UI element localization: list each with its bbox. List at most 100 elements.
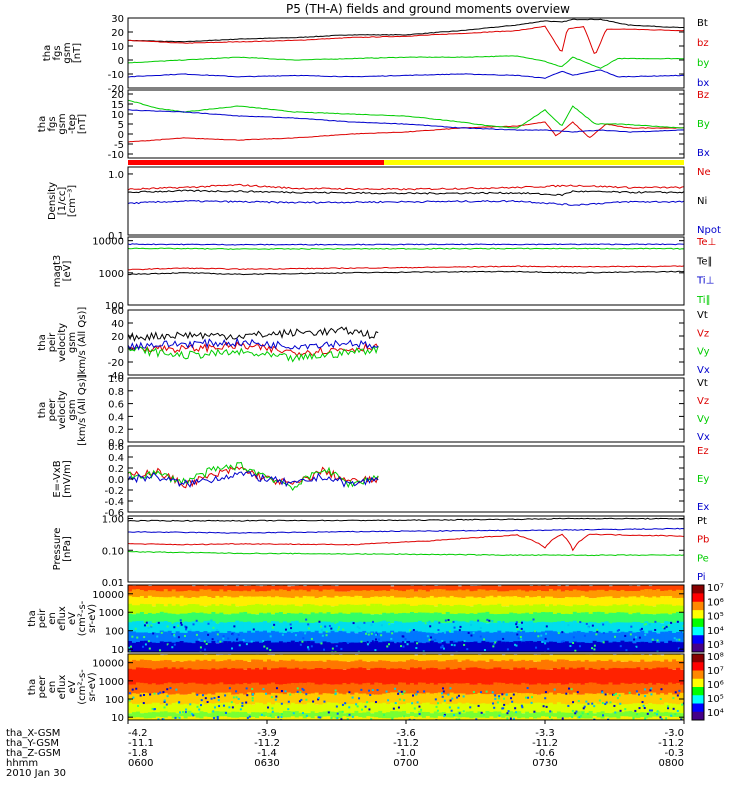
y-axis-label: E=-VxB[mV/m] (52, 460, 73, 498)
y-tick-label: 0 (118, 56, 124, 67)
y-tick-label: -10 (108, 70, 124, 81)
legend-pressure: Pt Pb Pe Pi (697, 516, 709, 583)
y-tick-label: 20 (111, 28, 124, 39)
y-tick-label: -10 (108, 150, 124, 161)
y-axis-label: thapeirvelocitygsm[km/s (All Qs)] (37, 307, 88, 379)
panel-frame (127, 377, 685, 443)
legend-label: Pe (697, 553, 709, 564)
y-tick-label: -0.6 (104, 508, 124, 519)
panel-frame (127, 17, 685, 89)
y-axis-label: magt3[eV] (52, 255, 73, 288)
legend-label: Vt (697, 378, 708, 389)
series-line-Bt (128, 18, 684, 43)
series-line-bz (128, 25, 684, 54)
y-tick-label: 0.2 (108, 425, 124, 436)
panel-frame (127, 515, 685, 583)
y-tick-label: -20 (108, 358, 124, 369)
y-tick-label: 1.00 (102, 515, 124, 526)
colorbar-peer_spectrogram: 10⁸ 10⁷ 10⁶ 10⁵ 10⁴ (691, 652, 724, 721)
y-axis-label: thapeervelocitygsm[km/s (All Qs)] (37, 374, 88, 446)
legend-label: Npot (697, 225, 721, 236)
colorbar-label: 10⁶ (707, 680, 724, 691)
x-tick-x: -4.2 (128, 728, 148, 739)
y-tick-label: 0.6 (108, 442, 124, 453)
x-tick-y: -11.2 (532, 738, 558, 749)
legend-label: Bt (697, 18, 708, 29)
legend-label: Ey (697, 474, 709, 485)
legend-density: Ne Ni Npot (697, 167, 721, 236)
y-tick-label: 5 (118, 120, 124, 131)
y-tick-label: 10000 (92, 590, 124, 601)
y-tick-label: 0.4 (108, 412, 124, 423)
series-line-Ni (128, 189, 684, 197)
x-tick-x: -3.9 (257, 728, 277, 739)
legend-label: Bx (697, 148, 710, 159)
y-tick-label: 1000 (99, 608, 124, 619)
y-tick-label: 0.01 (102, 578, 124, 589)
y-tick-label: 10 (111, 110, 124, 121)
legend-label: By (697, 119, 710, 130)
y-tick-label: 20 (111, 332, 124, 343)
y-tick-label: 0 (118, 130, 124, 141)
legend-label: Ne (697, 167, 711, 178)
y-tick-label: 15 (111, 100, 124, 111)
y-axis-label: thapeerenefluxeV(cm²-s-sr-eV) (27, 669, 98, 705)
x-tick-z: -1.4 (257, 748, 277, 759)
colorbar-label: 10⁵ (707, 612, 724, 623)
y-tick-label: 0.0 (108, 438, 124, 449)
panel-frame (127, 166, 685, 236)
colorbar-label: 10⁸ (707, 652, 724, 663)
x-tick-x: -3.6 (396, 728, 416, 739)
series-line-bx (128, 69, 684, 79)
legend-label: Vx (697, 365, 710, 376)
panel-efield: Ez Ey Ex 0.60.40.20.0-0.2-0.4-0.6 E=-VxB[mV/… (52, 442, 709, 519)
x-tick-hhmm: 0700 (393, 758, 418, 769)
y-axis-label: thafgsgsm-tep[nT] (37, 113, 88, 134)
legend-label: Ex (697, 502, 709, 513)
legend-label: Ti∥ (696, 295, 711, 306)
colorbar-label: 10⁵ (707, 694, 724, 705)
y-tick-label: 60 (111, 306, 124, 317)
x-tick-hhmm: 0800 (659, 758, 684, 769)
panel-peir_velocity: Vt Vz Vy Vx 60 40 20 0 -20 -40 thapeirvelocitygsm[… (37, 306, 710, 382)
legend-label: Pi (697, 572, 706, 583)
series-line-Ne (128, 183, 684, 191)
y-tick-label: 20 (111, 90, 124, 101)
series-line-Vz (128, 341, 379, 357)
mode-bar-yellow (384, 160, 684, 165)
series-line-Pt (128, 517, 684, 522)
panel-fgs_gsm: Bt bz by bx 30 20 10 0 -10 -20 thafgsgsm[nT] (42, 14, 709, 95)
y-tick-label: 1.0 (108, 170, 124, 181)
mode-bar-red (128, 160, 384, 165)
x-row-label: tha_Y-GSM (6, 738, 59, 749)
y-tick-label: 10 (111, 713, 124, 724)
series-line-Ti⊥ (128, 243, 684, 246)
legend-label: bz (697, 38, 709, 49)
y-axis-label: thapeirenefluxeV(cm²-s-sr-eV) (27, 600, 98, 636)
legend-label: Vt (697, 310, 708, 321)
x-tick-hhmm: 0730 (532, 758, 557, 769)
y-tick-label: -40 (108, 371, 124, 382)
series-line-Vt (128, 326, 379, 343)
x-tick-y: -11.2 (254, 738, 280, 749)
legend-label: Vz (697, 328, 709, 339)
series-line-Pe (128, 550, 684, 557)
colorbar-label: 10⁷ (707, 583, 724, 594)
y-tick-label: 0.6 (108, 400, 124, 411)
y-tick-label: 40 (111, 319, 124, 330)
x-tick-y: -11.2 (658, 738, 684, 749)
spectrogram-peer_spectrogram (128, 654, 684, 720)
legend-label: by (697, 58, 709, 69)
y-tick-label: 1000 (99, 269, 124, 280)
y-tick-label: 10 (111, 42, 124, 53)
panel-frame (127, 445, 685, 513)
y-tick-label: 100 (105, 301, 124, 312)
y-tick-label: 100 (105, 627, 124, 638)
y-tick-label: 0.10 (102, 546, 124, 557)
legend-peir_velocity: Vt Vz Vy Vx (697, 310, 710, 376)
colorbar-peir_spectrogram: 10⁷ 10⁶ 10⁵ 10⁴ 10³ (691, 583, 724, 653)
legend-efield: Ez Ey Ex (697, 446, 709, 513)
